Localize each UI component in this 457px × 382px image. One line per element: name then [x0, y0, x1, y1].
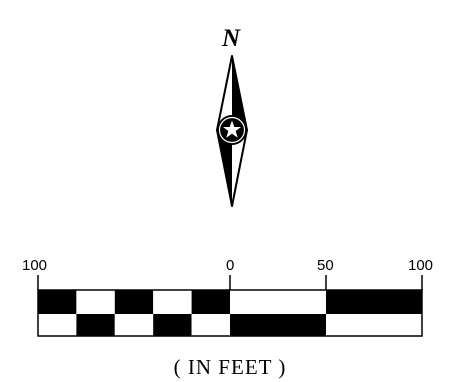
scale-segment-top-6 [230, 290, 326, 314]
scale-segment-top-5 [191, 290, 230, 314]
tick-label-left-100: 100 [22, 257, 47, 274]
needle-south-left-half [217, 130, 232, 206]
scale-segment-bottom-2 [76, 314, 115, 336]
scale-segment-bottom-4 [153, 314, 192, 336]
star-icon [223, 120, 241, 138]
scale-segment-bottom-6 [230, 314, 326, 336]
compass-center-inner-ring [218, 116, 246, 144]
scale-segment-top-4 [153, 290, 192, 314]
scale-segment-bottom-5 [191, 314, 230, 336]
scale-segment-top-3 [114, 290, 154, 314]
unit-label: ( IN FEET ) [174, 355, 287, 379]
scale-segment-top-7 [326, 290, 422, 314]
tick-label-0: 0 [226, 257, 234, 274]
scale-segment-bottom-7 [326, 314, 422, 336]
scale-bar-border [37, 289, 423, 337]
needle-north-right-half [232, 56, 247, 130]
scale-segment-bottom-3 [114, 314, 154, 336]
tick-label-50: 50 [317, 257, 334, 274]
scale-segment-top-1 [38, 290, 77, 314]
scale-segment-top-2 [76, 290, 115, 314]
north-arrow-icon: N [216, 25, 248, 207]
north-letter: N [221, 25, 241, 52]
tick-label-right-100: 100 [408, 257, 433, 274]
scale-bar: 100 0 50 100 ( IN FEET ) [22, 257, 433, 379]
scale-segment-bottom-1 [38, 314, 77, 336]
